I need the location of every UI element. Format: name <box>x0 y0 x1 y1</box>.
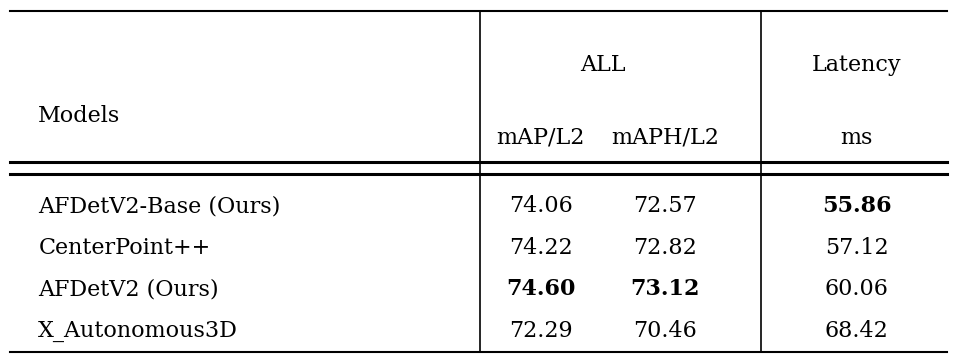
Text: ms: ms <box>840 127 873 149</box>
Text: 55.86: 55.86 <box>822 195 891 217</box>
Text: 74.60: 74.60 <box>506 278 575 301</box>
Text: 57.12: 57.12 <box>825 237 888 259</box>
Text: X_Autonomous3D: X_Autonomous3D <box>38 320 238 342</box>
Text: 68.42: 68.42 <box>825 320 888 342</box>
Text: mAPH/L2: mAPH/L2 <box>612 127 719 149</box>
Text: 72.29: 72.29 <box>509 320 572 342</box>
Text: AFDetV2-Base (Ours): AFDetV2-Base (Ours) <box>38 195 280 217</box>
Text: 73.12: 73.12 <box>631 278 700 301</box>
Text: 72.57: 72.57 <box>634 195 697 217</box>
Text: 74.22: 74.22 <box>509 237 572 259</box>
Text: Models: Models <box>38 105 121 127</box>
Text: 72.82: 72.82 <box>634 237 697 259</box>
Text: mAP/L2: mAP/L2 <box>497 127 585 149</box>
Text: CenterPoint++: CenterPoint++ <box>38 237 211 259</box>
Text: 70.46: 70.46 <box>634 320 697 342</box>
Text: Latency: Latency <box>812 54 901 76</box>
Text: AFDetV2 (Ours): AFDetV2 (Ours) <box>38 278 219 301</box>
Text: 74.06: 74.06 <box>509 195 572 217</box>
Text: 60.06: 60.06 <box>825 278 888 301</box>
Text: ALL: ALL <box>580 54 626 76</box>
